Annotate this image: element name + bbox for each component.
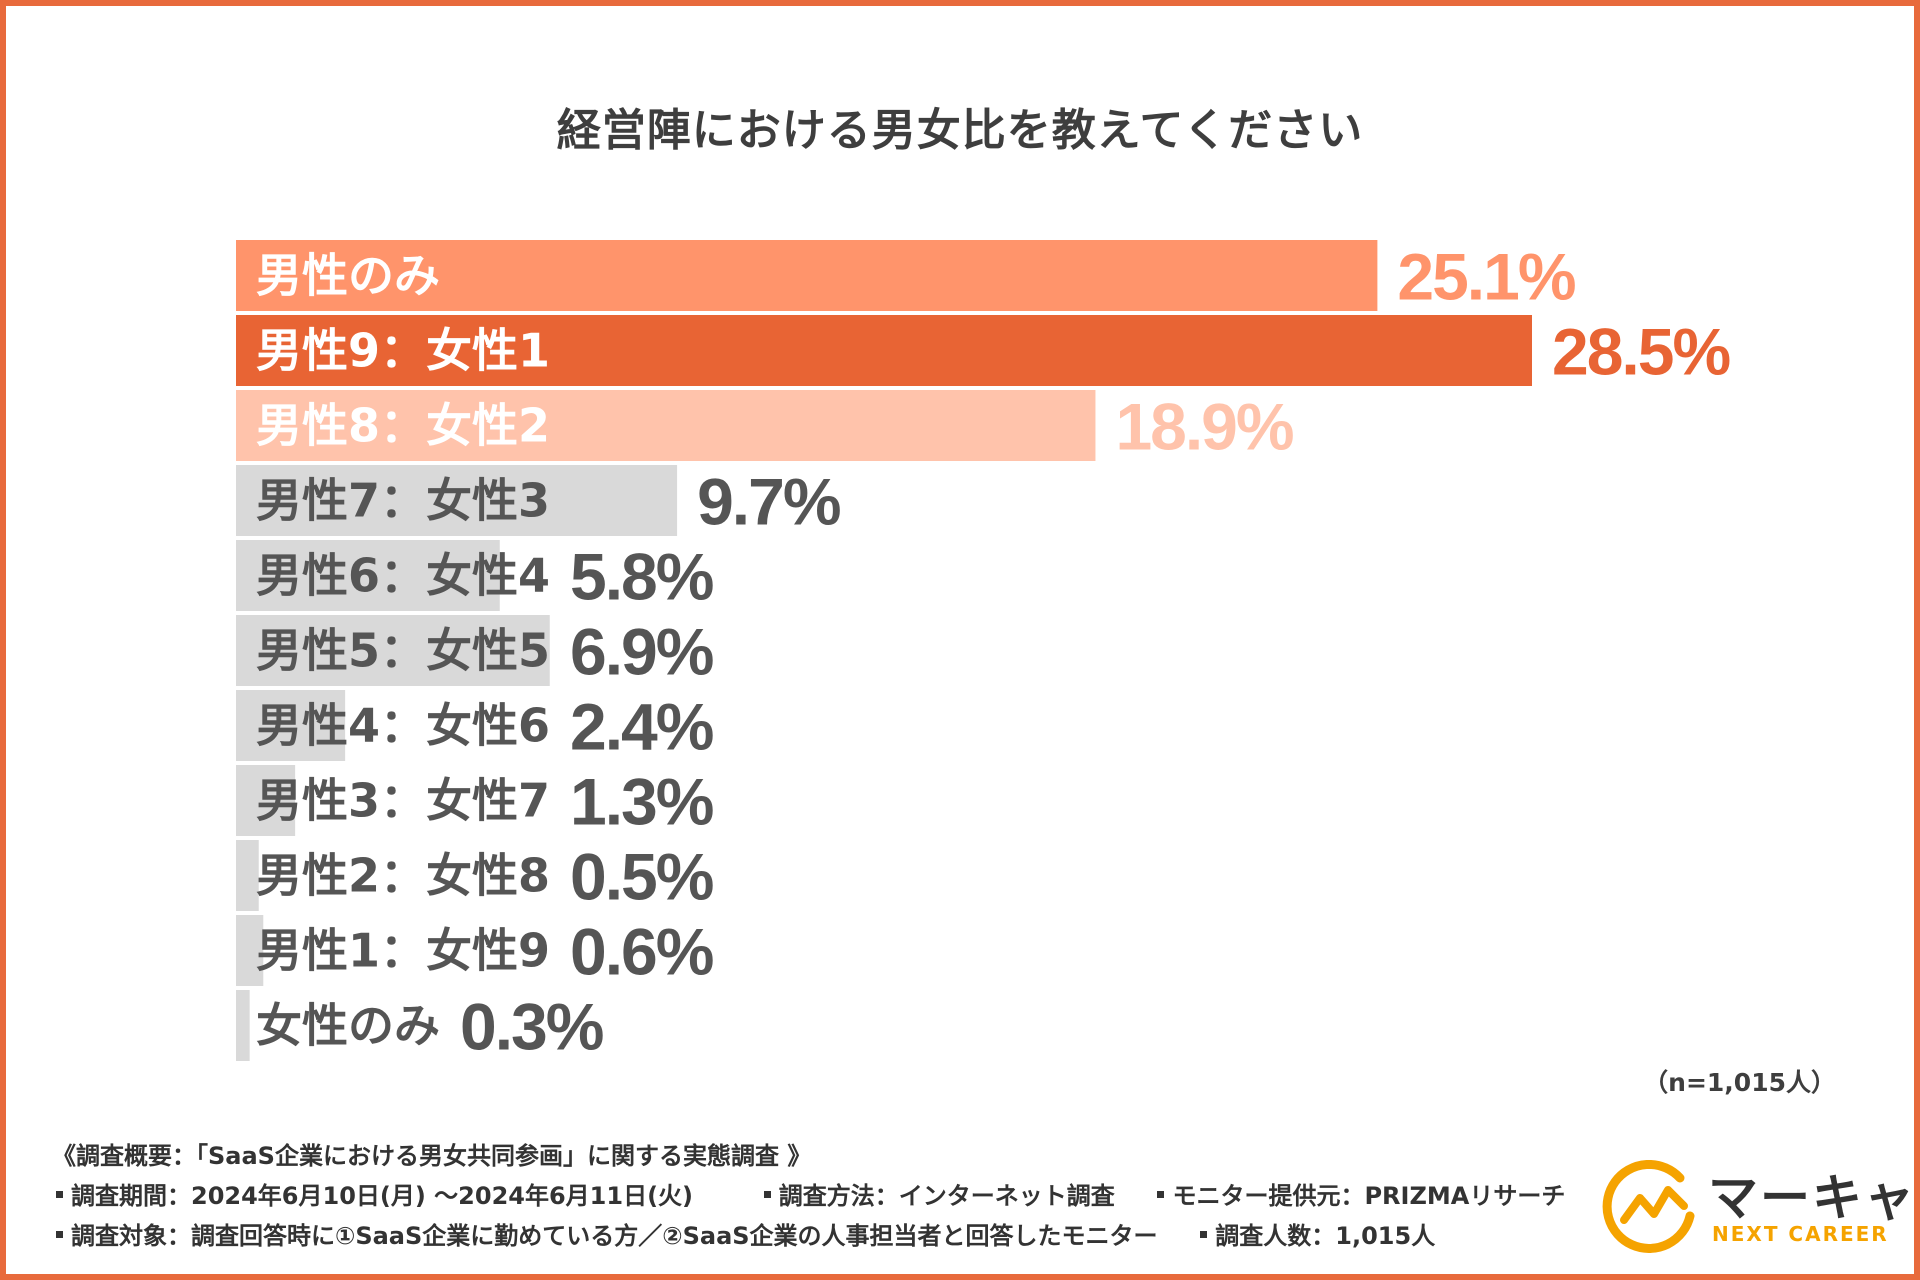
bar-value-9: 0.6% <box>570 915 713 989</box>
bar-value-7: 1.3% <box>570 765 713 839</box>
bar-3 <box>236 465 678 536</box>
bar-1 <box>236 315 1532 386</box>
logo-name-en: NEXT CAREER <box>1712 1222 1889 1246</box>
bar-value-5: 6.9% <box>570 615 713 689</box>
bar-2 <box>236 390 1096 461</box>
bar-value-1: 28.5% <box>1552 315 1729 389</box>
survey-target-row: 調査対象：調査回答時に①SaaS企業に勤めている方／②SaaS企業の人事担当者と… <box>52 1216 1435 1251</box>
survey-target: 調査対象：調査回答時に①SaaS企業に勤めている方／②SaaS企業の人事担当者と… <box>71 1222 1158 1250</box>
bar-value-4: 5.8% <box>570 540 713 614</box>
bar-value-6: 2.4% <box>570 690 713 764</box>
bar-label-2: 男性8：女性2 <box>256 399 550 453</box>
survey-provider: モニター提供元：PRIZMAリサーチ <box>1172 1182 1566 1210</box>
bar-6 <box>236 690 346 761</box>
bar-label-0: 男性のみ <box>256 249 440 303</box>
bar-value-0: 25.1% <box>1397 240 1574 314</box>
bar-value-2: 18.9% <box>1115 390 1292 464</box>
survey-method: 調査方法：インターネット調査 <box>778 1182 1115 1210</box>
survey-period: 調査期間：2024年6月10日(月) ～2024年6月11日(火) <box>71 1182 694 1210</box>
bar-label-5: 男性5：女性5 <box>256 624 550 678</box>
bar-label-10: 女性のみ <box>256 999 440 1053</box>
sample-size: （n=1,015人） <box>1643 1068 1836 1097</box>
logo-name-jp: マーキャリ <box>1708 1169 1916 1227</box>
survey-overview: 《調査概要：「SaaS企業における男女共同参画」に関する実態調査 》 <box>52 1142 812 1170</box>
bar-0 <box>236 240 1378 311</box>
logo: マーキャリ NEXT CAREER <box>1602 1154 1914 1254</box>
chart-title: 経営陣における男女比を教えてください <box>556 105 1364 156</box>
bar-value-10: 0.3% <box>460 990 603 1064</box>
bar-label-9: 男性1：女性9 <box>256 924 550 978</box>
logo-mark-icon <box>1602 1160 1695 1253</box>
bar-value-3: 9.7% <box>697 465 840 539</box>
bar-8 <box>236 840 259 911</box>
bar-7 <box>236 765 296 836</box>
bar-label-1: 男性9：女性1 <box>256 324 550 378</box>
survey-period-row: 調査期間：2024年6月10日(月) ～2024年6月11日(火) 調査方法：イ… <box>52 1176 1565 1211</box>
bar-chart: 男性のみ 25.1% 男性9：女性1 28.5% 男性8：女性2 18.9% 男性7：女性3… <box>236 240 1731 1064</box>
bar-label-6: 男性4：女性6 <box>256 699 550 753</box>
bar-label-4: 男性6：女性4 <box>256 549 550 603</box>
bar-5 <box>236 615 550 686</box>
bar-label-3: 男性7：女性3 <box>256 474 550 528</box>
bar-10 <box>236 990 250 1061</box>
bar-label-8: 男性2：女性8 <box>256 849 550 903</box>
bar-4 <box>236 540 500 611</box>
bar-label-7: 男性3：女性7 <box>256 774 550 828</box>
survey-count: 調査人数：1,015人 <box>1215 1222 1436 1250</box>
bar-9 <box>236 915 264 986</box>
bar-value-8: 0.5% <box>570 840 713 914</box>
